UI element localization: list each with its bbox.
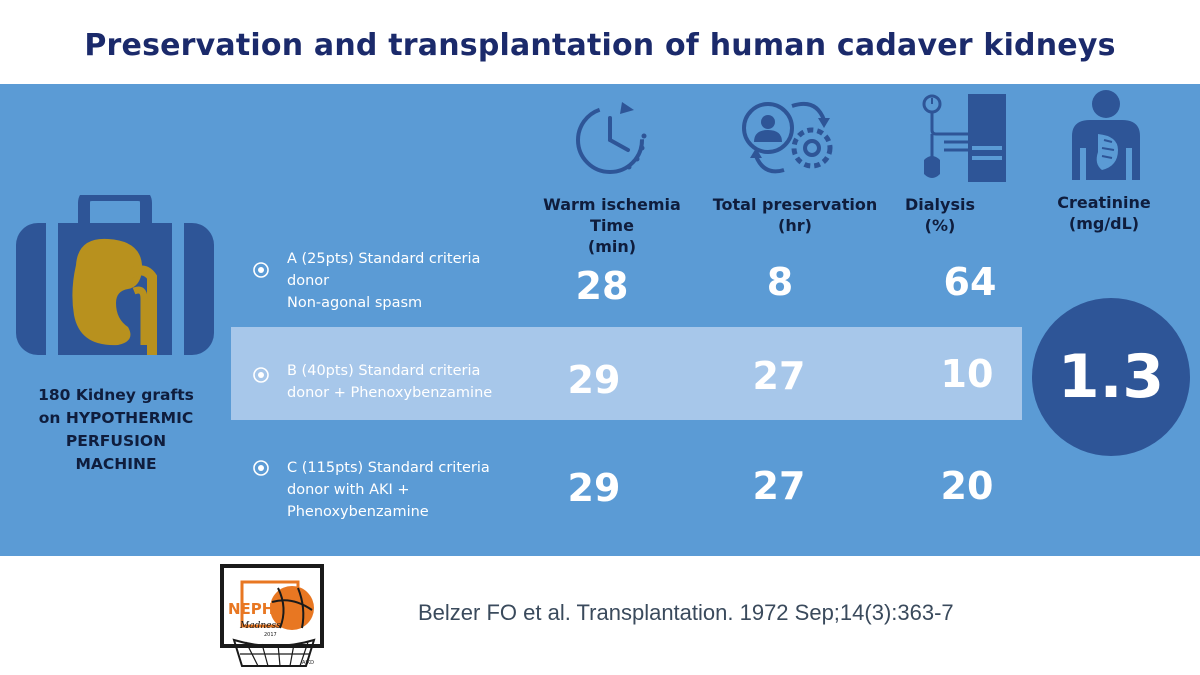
grafts-label: 180 Kidney grafts on HYPOTHERMIC PERFUSI… [38,386,194,473]
dialysis-machine-icon [922,94,1006,182]
group-c-total-value: 27 [752,464,806,508]
highlight-band-group-b [231,327,1022,420]
suitcase-kidney-icon [16,195,214,355]
group-a-total-value: 8 [766,260,794,304]
col-header-dialysis: Dialysis (%) [904,195,975,235]
person-gear-cycle-icon [742,101,833,174]
group-a-label: A (25pts) Standard criteria donor Non-ag… [287,251,481,311]
creatinine-circle: 1.3 [1032,298,1190,456]
group-b-label: B (40pts) Standard criteria donor + Phen… [287,363,493,401]
page-title: Preservation and transplantation of huma… [84,28,1116,63]
svg-text:2017: 2017 [264,632,277,638]
radio-bullet-icon [253,460,269,476]
svg-text:NEPH: NEPH [228,600,274,618]
person-kidney-icon [1072,90,1140,180]
group-b-dialysis-value: 10 [940,352,994,396]
col-header-creatinine: Creatinine (mg/dL) [1057,193,1151,233]
group-c-dialysis-value: 20 [940,464,994,508]
neph-madness-logo: NEPH Madness 2017 AJKD [220,564,324,667]
group-b-total-value: 27 [752,354,806,398]
group-a-warm-value: 28 [575,264,629,308]
col-header-warm-ischemia: Warm ischemia Time (min) [543,195,681,256]
creatinine-value: 1.3 [1057,342,1165,412]
radio-bullet-icon [253,262,269,278]
group-c-warm-value: 29 [567,466,621,510]
clock-cycle-icon [576,102,647,174]
group-c-label: C (115pts) Standard criteria donor with … [287,460,490,520]
col-header-total-preservation: Total preservation (hr) [712,195,878,235]
svg-text:AJKD: AJKD [302,660,314,666]
svg-text:Madness: Madness [239,621,281,631]
citation-text: Belzer FO et al. Transplantation. 1972 S… [418,600,954,625]
group-b-warm-value: 29 [567,358,621,402]
radio-bullet-icon [253,367,269,383]
group-a-dialysis-value: 64 [943,260,997,304]
